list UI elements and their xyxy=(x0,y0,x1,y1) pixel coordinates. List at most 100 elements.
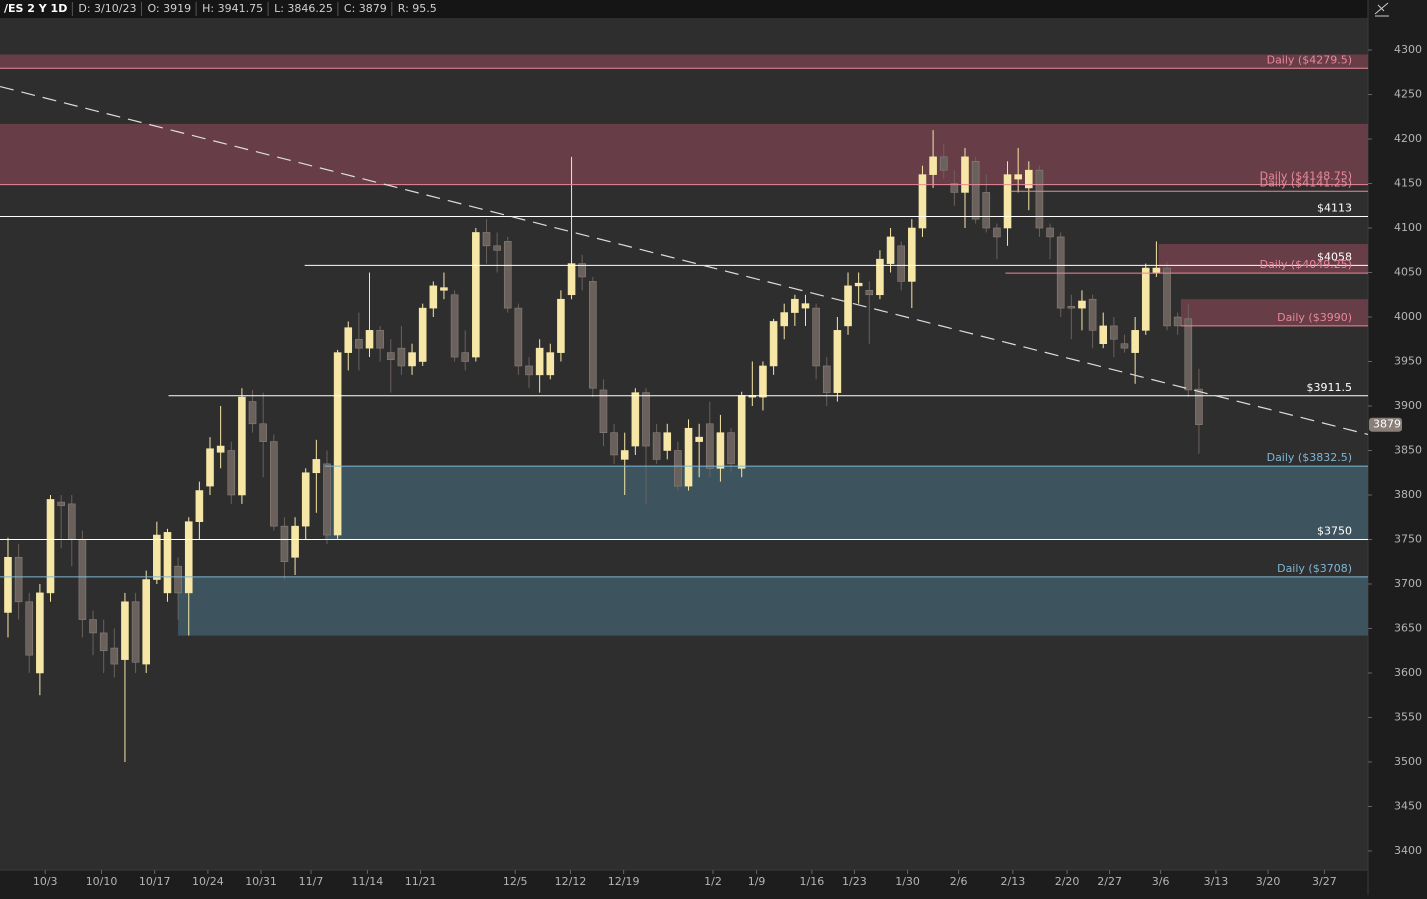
x-tick-label: 1/30 xyxy=(895,875,920,888)
x-tick-label: 3/20 xyxy=(1256,875,1281,888)
level-label: Daily ($4279.5) xyxy=(1267,53,1352,66)
candle-body xyxy=(482,232,491,247)
candle-body xyxy=(1184,318,1193,391)
candle-body xyxy=(535,347,544,376)
candle-body xyxy=(876,258,884,296)
tool-glyph xyxy=(1374,2,1389,17)
candle-body xyxy=(578,263,586,278)
candle-body xyxy=(397,347,406,367)
x-tick-label: 2/13 xyxy=(1000,875,1025,888)
candle-body xyxy=(727,432,735,465)
candle-body xyxy=(844,285,852,327)
candle-body xyxy=(599,389,608,433)
y-tick-label: 4000 xyxy=(1394,310,1422,323)
candle-body xyxy=(897,245,905,282)
y-tick-label: 3550 xyxy=(1394,710,1422,723)
y-tick-label: 4200 xyxy=(1394,132,1422,145)
tool-icon[interactable] xyxy=(1370,0,1392,18)
candle-body xyxy=(737,395,746,469)
candle-body xyxy=(1003,174,1012,229)
y-tick-label: 3750 xyxy=(1394,532,1422,545)
candle-body xyxy=(1035,169,1044,229)
candle-body xyxy=(1078,300,1086,309)
candle-body xyxy=(280,525,289,563)
candle-body xyxy=(344,327,353,353)
y-tick-label: 3900 xyxy=(1394,399,1422,412)
y-tick-label: 3600 xyxy=(1394,666,1422,679)
candle-body xyxy=(812,307,820,367)
candle-body xyxy=(36,592,44,674)
x-tick-label: 10/10 xyxy=(86,875,118,888)
candle-body xyxy=(1173,316,1182,327)
level-label: Daily ($3832.5) xyxy=(1267,451,1352,464)
y-tick-label: 3450 xyxy=(1394,799,1422,812)
candle-body xyxy=(57,501,65,506)
candle-body xyxy=(418,307,427,362)
candle-body xyxy=(1110,325,1118,340)
candle-body xyxy=(567,263,576,296)
candle-body xyxy=(854,282,863,287)
candle-body xyxy=(365,330,374,349)
x-tick-label: 3/6 xyxy=(1152,875,1170,888)
candle-body xyxy=(663,432,672,451)
candle-body xyxy=(929,156,937,175)
candle-body xyxy=(525,365,533,376)
x-tick-label: 12/12 xyxy=(555,875,587,888)
candle-body xyxy=(131,601,140,663)
candle-body xyxy=(610,432,618,456)
candle-body xyxy=(4,556,12,613)
header-field: R: 95.5 xyxy=(398,2,437,15)
candle-body xyxy=(78,539,87,620)
candle-body xyxy=(1141,267,1150,331)
candle-body xyxy=(674,450,682,487)
candle-body xyxy=(705,423,714,469)
candle-body xyxy=(631,392,640,447)
candle-body xyxy=(25,601,34,656)
x-tick-label: 12/5 xyxy=(503,875,528,888)
candle-body xyxy=(110,647,119,665)
zone xyxy=(0,54,1368,69)
candle-body xyxy=(1067,306,1076,309)
y-tick-label: 3400 xyxy=(1394,844,1422,857)
candle-body xyxy=(1014,174,1022,180)
y-tick-label: 3700 xyxy=(1394,577,1422,590)
x-tick-label: 2/6 xyxy=(950,875,968,888)
candle-body xyxy=(822,365,831,393)
candle-body xyxy=(259,423,267,442)
candle-body xyxy=(312,459,321,474)
candle-body xyxy=(642,392,650,447)
trendline xyxy=(0,85,1369,436)
candle-body xyxy=(450,294,459,358)
header-field: O: 3919 xyxy=(147,2,191,15)
candle-body xyxy=(1056,236,1065,309)
candle-body xyxy=(791,298,799,313)
candle-body xyxy=(472,232,480,358)
zone xyxy=(0,123,1368,185)
candle-body xyxy=(620,450,629,460)
y-tick-label: 3800 xyxy=(1394,488,1422,501)
candle-body xyxy=(961,156,969,193)
y-tick-label: 4150 xyxy=(1394,177,1422,190)
candle-body xyxy=(546,352,555,376)
y-tick-label: 4100 xyxy=(1394,221,1422,234)
x-tick-label: 1/9 xyxy=(748,875,766,888)
x-tick-label: 2/27 xyxy=(1097,875,1122,888)
zone xyxy=(324,466,1368,540)
candle-body xyxy=(248,401,257,425)
x-tick-label: 11/14 xyxy=(352,875,384,888)
level-label: Daily ($3708) xyxy=(1277,562,1352,575)
candle-body xyxy=(982,192,991,229)
candle-body xyxy=(429,285,438,309)
x-tick-label: 2/20 xyxy=(1055,875,1080,888)
x-tick-label: 1/23 xyxy=(842,875,867,888)
candle-body xyxy=(886,236,895,264)
candle-body xyxy=(993,227,1001,238)
candle-body xyxy=(386,352,395,361)
x-tick-label: 10/31 xyxy=(245,875,277,888)
level-label: $4113 xyxy=(1317,201,1352,214)
candle-body xyxy=(1024,169,1033,189)
y-tick-label: 4050 xyxy=(1394,266,1422,279)
candle-body xyxy=(301,472,310,527)
level-label: $4058 xyxy=(1317,250,1352,263)
